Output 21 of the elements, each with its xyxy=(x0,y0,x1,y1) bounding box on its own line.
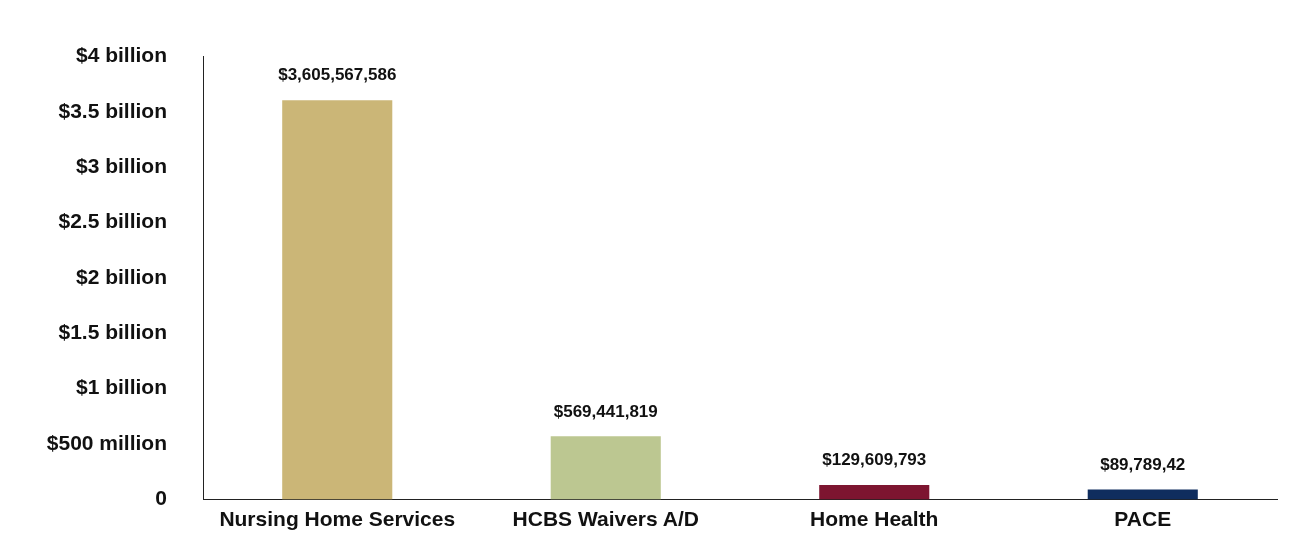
data-label: $89,789,42 xyxy=(1100,454,1186,474)
data-label: $3,605,567,586 xyxy=(278,65,397,85)
x-tick-label: Home Health xyxy=(810,506,939,530)
data-label: $129,609,793 xyxy=(822,450,927,470)
y-tick-label: $1.5 billion xyxy=(58,320,167,344)
x-tick-label: PACE xyxy=(1114,506,1172,530)
y-tick-label: $4 billion xyxy=(75,43,167,67)
y-tick-label: $500 million xyxy=(46,430,167,454)
x-tick-label: HCBS Waivers A/D xyxy=(512,506,699,530)
bar xyxy=(1087,489,1198,500)
y-tick-label: $1 billion xyxy=(75,375,167,399)
bar xyxy=(819,485,930,500)
y-tick-label: $3 billion xyxy=(75,154,167,178)
y-tick-label: $3.5 billion xyxy=(58,98,167,122)
data-label: $569,441,819 xyxy=(553,401,658,421)
bar xyxy=(550,436,661,500)
x-tick-label: Nursing Home Services xyxy=(219,506,456,530)
bar xyxy=(282,100,393,500)
y-tick-label: $2.5 billion xyxy=(58,209,167,233)
y-tick-label: 0 xyxy=(155,486,167,510)
y-tick-label: $2 billion xyxy=(75,264,167,288)
